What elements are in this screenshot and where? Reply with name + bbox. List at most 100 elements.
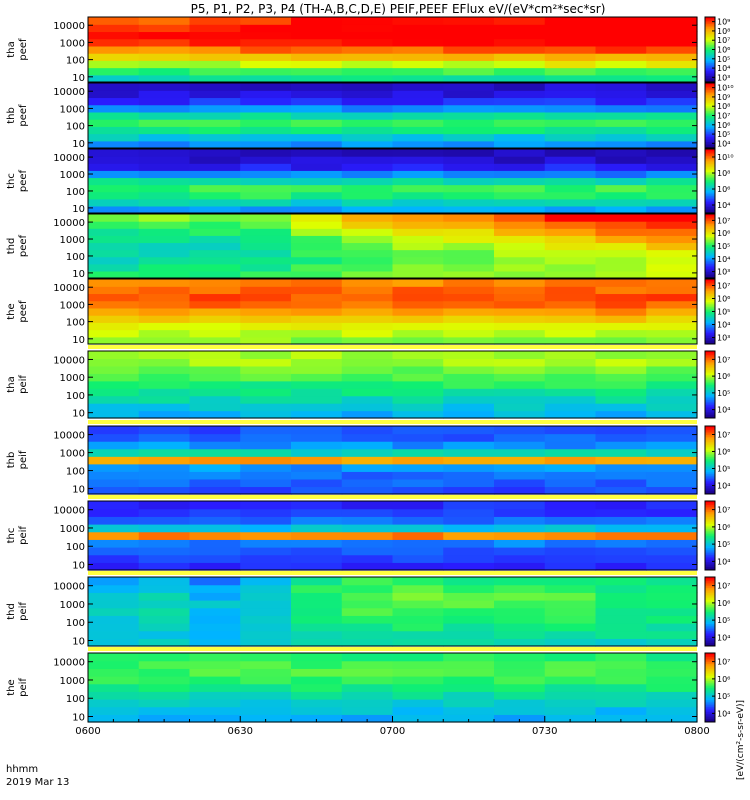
heatmap-cell [392,373,444,382]
colorbar-segment [705,716,715,720]
heatmap-cell [494,322,546,331]
heatmap-cell [544,74,597,83]
colorbar-segment [705,49,715,52]
colorbar-segment [705,384,715,387]
heatmap-cell [392,119,444,127]
heatmap-cell [392,133,444,142]
colorbar-segment [705,254,715,257]
heatmap-cell [341,471,394,480]
heatmap-cell [544,286,597,295]
heatmap-cell [544,600,597,609]
colorbar-segment [705,352,715,355]
panel-frame [87,425,698,495]
heatmap-cell [341,448,394,457]
heatmap-cell [443,307,495,316]
colorbar-segment [705,295,715,298]
heatmap-cell [341,322,394,331]
colorbar-segment [705,671,715,675]
heatmap-cell [240,365,292,374]
heatmap-cell [240,441,292,450]
heatmap-cell [189,410,241,419]
colorbar-segment [705,372,715,375]
colorbar-segment [705,192,715,195]
heatmap-cell [544,83,597,91]
heatmap-cell [494,17,546,25]
colorbar-segment [705,102,715,105]
heatmap-cell [240,539,292,548]
heatmap-cell [443,104,495,113]
heatmap-cell [443,315,495,323]
heatmap-cell [392,214,444,222]
heatmap-cell [88,433,140,442]
heatmap-cell [443,547,495,556]
heatmap-cell [392,45,444,54]
heatmap-cell [595,388,647,397]
heatmap-cell [595,315,647,323]
heatmap-cell [88,126,140,135]
heatmap-cell [595,539,647,548]
colorbar-segment [705,611,715,614]
heatmap-cell [544,380,597,389]
heatmap-cell [544,478,597,488]
heatmap-cell [443,249,495,258]
heatmap-cell [392,456,444,465]
heatmap-cell [443,300,495,309]
heatmap-cell [138,403,191,412]
heatmap-cell [240,577,292,586]
heatmap-cell [595,531,647,540]
heatmap-cell [291,547,343,556]
heatmap-cell [443,683,495,692]
colorbar-segment [705,86,715,89]
colorbar-segment [705,182,715,185]
heatmap-cell [291,198,343,207]
colorbar-segment [705,516,715,519]
heatmap-cell [189,577,241,586]
panel-label-probe: thd [6,238,17,255]
heatmap-cell [189,221,241,229]
heatmap-cell [240,270,292,279]
heatmap-cell [138,104,191,113]
colorbar-segment [705,83,715,86]
heatmap-cell [392,74,444,83]
heatmap-cell [291,140,343,149]
heatmap-cell [595,403,647,412]
heatmap-cell [341,554,394,563]
heatmap-cell [138,433,191,442]
heatmap-cell [392,584,444,593]
heatmap-cell [189,539,241,548]
colorbar-frame [704,576,716,647]
heatmap-cell [646,508,698,517]
colorbar-segment [705,62,715,65]
colorbar-segment [705,490,715,493]
colorbar-tick-label: 10⁶ [717,46,730,55]
heatmap-cell [240,448,292,457]
colorbar-segment [705,187,715,190]
heatmap-cell [341,133,394,142]
heatmap-cell [189,508,241,517]
y-tick-label: 100 [66,391,85,402]
heatmap-cell [189,351,241,360]
heatmap-cell [189,90,241,99]
heatmap-cell [443,198,495,207]
heatmap-cell [240,221,292,229]
colorbar-segment [705,41,715,44]
heatmap-cell [443,31,495,40]
colorbar-segment [705,644,715,647]
heatmap-cell [240,191,292,200]
heatmap-cell [341,111,394,120]
heatmap-cell [341,300,394,309]
y-tick-label: 1000 [60,300,85,311]
heatmap-cell [646,111,698,120]
heatmap-cell [240,133,292,142]
heatmap-cell [494,293,546,302]
heatmap-cell [595,191,647,200]
heatmap-cell [138,395,191,404]
heatmap-cell [291,53,343,61]
heatmap-cell [494,714,546,723]
heatmap-cell [341,410,394,419]
colorbar-segment [705,642,715,645]
heatmap-cell [595,691,647,700]
